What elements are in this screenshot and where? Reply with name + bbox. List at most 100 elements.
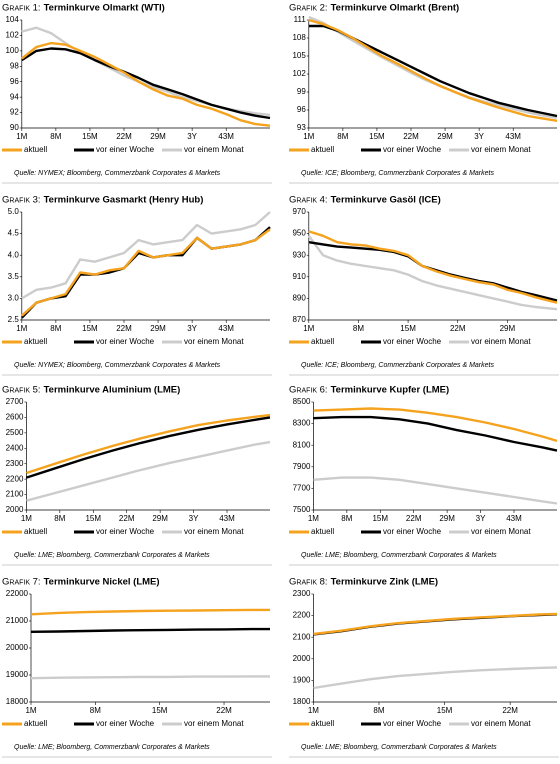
legend-label: aktuell [24, 719, 47, 728]
chart-title: Terminkurve Olmarkt (WTI) [44, 3, 165, 14]
y-tick-label: 2000 [6, 505, 24, 514]
chart-label: Grafik 3: [2, 195, 41, 206]
y-tick-label: 7900 [293, 462, 311, 471]
x-tick-label: 1M [303, 132, 314, 141]
chart-title: Terminkurve Kupfer (LME) [331, 385, 450, 396]
legend-label: aktuell [24, 337, 47, 346]
x-tick-label: 22M [450, 324, 466, 333]
x-tick-label: 8M [337, 132, 348, 141]
y-tick-label: 98 [10, 61, 19, 70]
chart-title: Terminkurve Olmarkt (Brent) [331, 3, 460, 14]
y-tick-label: 2200 [6, 474, 24, 483]
legend-label: vor einer Woche [96, 337, 155, 346]
x-tick-label: 22M [116, 324, 132, 333]
y-tick-label: 92 [10, 108, 19, 117]
x-tick-label: 29M [500, 324, 516, 333]
source: Quelle: NYMEX; Bloomberg, Commerzbank Co… [14, 362, 221, 369]
legend-label: aktuell [24, 145, 47, 154]
y-tick-label: 111 [294, 15, 307, 24]
y-tick-label: 21000 [6, 616, 29, 625]
legend-label: vor einer Woche [383, 337, 442, 346]
y-tick-label: 3.0 [8, 294, 20, 303]
series-line [30, 608, 270, 616]
chart-label: Grafik 6: [289, 385, 328, 396]
x-tick-label: 43M [218, 324, 234, 333]
y-tick-label: 99 [297, 87, 306, 96]
chart-title: Terminkurve Gasmarkt (Henry Hub) [44, 195, 204, 206]
source: Quelle: ICE; Bloomberg, Commerzbank Corp… [301, 362, 494, 369]
series-line [308, 230, 558, 304]
y-tick-label: 910 [292, 272, 306, 281]
y-tick-label: 104 [5, 15, 19, 24]
x-tick-label: 15M [82, 132, 98, 141]
x-tick-label: 15M [369, 132, 385, 141]
y-tick-label: 2000 [293, 654, 311, 663]
x-tick-label: 22M [502, 706, 518, 715]
x-tick-label: 3Y [187, 324, 197, 333]
source: Quelle: LME; Bloomberg, Commerzbank Corp… [14, 552, 210, 559]
x-tick-label: 8M [353, 324, 364, 333]
series-line [20, 226, 271, 319]
chart-title: Terminkurve Aluminium (LME) [44, 385, 181, 396]
legend-label: aktuell [24, 527, 47, 536]
chart-title: Terminkurve Zink (LME) [331, 577, 439, 588]
series-line [21, 47, 271, 120]
x-tick-label: 1M [308, 706, 319, 715]
series-line [313, 415, 558, 452]
legend-label: aktuell [311, 145, 334, 154]
series-line [313, 407, 558, 443]
x-tick-label: 1M [308, 514, 319, 523]
y-tick-label: 2.5 [8, 315, 20, 324]
x-tick-label: 22M [406, 514, 422, 523]
x-tick-label: 1M [303, 324, 314, 333]
chart-label: Grafik 5: [2, 385, 41, 396]
y-tick-label: 22000 [6, 589, 29, 598]
x-tick-label: 8M [50, 324, 61, 333]
series-line [21, 228, 271, 317]
legend-label: aktuell [311, 337, 334, 346]
x-tick-label: 3Y [187, 132, 197, 141]
x-tick-label: 22M [119, 514, 135, 523]
y-tick-label: 2200 [293, 611, 311, 620]
legend-label: vor einem Monat [184, 719, 244, 728]
y-tick-label: 3.5 [8, 272, 20, 281]
y-tick-label: 90 [10, 123, 19, 132]
series-line [313, 476, 558, 505]
x-tick-label: 8M [373, 706, 384, 715]
series-line [21, 26, 271, 117]
x-tick-label: 3Y [476, 514, 486, 523]
y-tick-label: 7500 [293, 505, 311, 514]
y-tick-label: 108 [292, 33, 306, 42]
source: Quelle: LME; Bloomberg, Commerzbank Corp… [301, 552, 497, 559]
y-tick-label: 8500 [293, 397, 311, 406]
legend-label: vor einem Monat [184, 145, 244, 154]
y-tick-label: 2700 [6, 397, 24, 406]
x-tick-label: 29M [150, 132, 166, 141]
chart-label: Grafik 8: [289, 577, 328, 588]
legend-label: vor einem Monat [471, 337, 531, 346]
series-line [30, 675, 270, 680]
series-line [30, 627, 270, 633]
x-tick-label: 29M [439, 514, 455, 523]
x-tick-label: 22M [216, 706, 232, 715]
x-tick-label: 22M [403, 132, 419, 141]
x-tick-label: 8M [54, 514, 65, 523]
y-tick-label: 1800 [293, 697, 311, 706]
y-tick-label: 2600 [6, 413, 24, 422]
y-tick-label: 2300 [6, 459, 24, 468]
series-line [26, 416, 271, 479]
y-tick-label: 102 [292, 69, 306, 78]
x-tick-label: 29M [150, 324, 166, 333]
chart-label: Grafik 1: [2, 3, 41, 14]
y-tick-label: 970 [292, 207, 306, 216]
x-tick-label: 15M [152, 706, 168, 715]
legend-label: vor einem Monat [184, 527, 244, 536]
y-tick-label: 93 [297, 123, 306, 132]
chart-label: Grafik 7: [2, 577, 41, 588]
y-tick-label: 4.0 [8, 250, 20, 259]
series-line [21, 211, 271, 300]
series-line [308, 15, 558, 119]
y-tick-label: 2300 [293, 589, 311, 598]
chart-label: Grafik 2: [289, 3, 328, 14]
legend-label: vor einer Woche [96, 719, 155, 728]
